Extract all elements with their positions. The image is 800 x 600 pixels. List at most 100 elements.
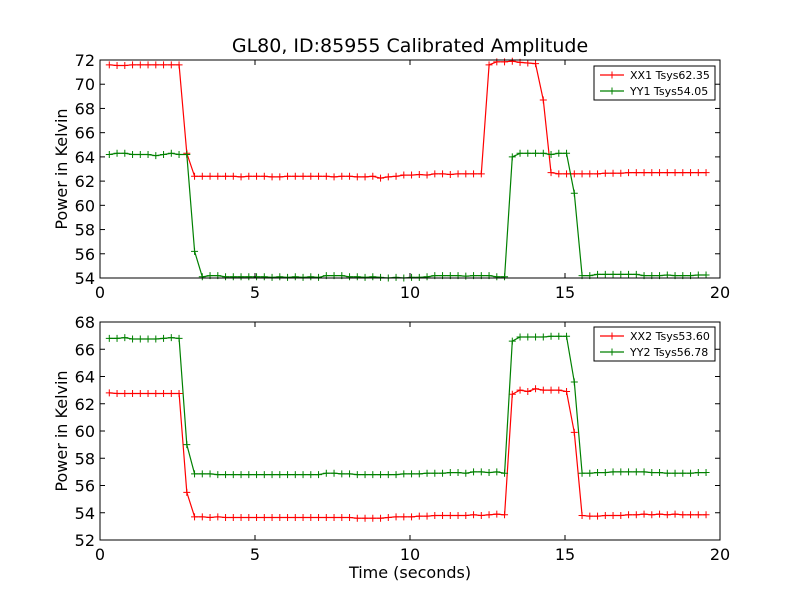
data-point bbox=[353, 471, 361, 479]
x-axis-label: Time (seconds) bbox=[348, 563, 471, 582]
legend-marker bbox=[608, 332, 616, 340]
data-point bbox=[392, 273, 400, 281]
data-point bbox=[516, 333, 524, 341]
data-point bbox=[617, 169, 625, 177]
data-point bbox=[384, 514, 392, 522]
data-point bbox=[408, 513, 416, 521]
data-point bbox=[377, 514, 385, 522]
legend-label: YY2 Tsys56.78 bbox=[629, 346, 708, 359]
data-point bbox=[501, 273, 509, 281]
data-point bbox=[284, 514, 292, 522]
data-point bbox=[462, 272, 470, 280]
data-point bbox=[609, 270, 617, 278]
data-point bbox=[152, 61, 160, 69]
data-point bbox=[369, 172, 377, 180]
data-point bbox=[524, 149, 532, 157]
data-point bbox=[601, 469, 609, 477]
data-point bbox=[253, 471, 261, 479]
data-point bbox=[183, 150, 191, 158]
data-point bbox=[423, 512, 431, 520]
data-point bbox=[160, 334, 168, 342]
y-tick-label: 68 bbox=[75, 99, 95, 118]
data-point bbox=[206, 172, 214, 180]
data-point bbox=[570, 428, 578, 436]
data-point bbox=[260, 273, 268, 281]
data-point bbox=[485, 469, 493, 477]
data-point bbox=[237, 273, 245, 281]
data-point bbox=[175, 150, 183, 158]
data-point bbox=[508, 390, 516, 398]
data-point bbox=[601, 270, 609, 278]
data-point bbox=[260, 514, 268, 522]
data-point bbox=[167, 149, 175, 157]
data-point bbox=[555, 170, 563, 178]
data-point bbox=[524, 333, 532, 341]
data-point bbox=[268, 273, 276, 281]
data-point bbox=[632, 468, 640, 476]
data-point bbox=[276, 514, 284, 522]
data-point bbox=[144, 61, 152, 69]
data-point bbox=[315, 172, 323, 180]
data-point bbox=[539, 96, 547, 104]
data-point bbox=[400, 470, 408, 478]
y-tick-label: 68 bbox=[75, 313, 95, 332]
data-point bbox=[663, 469, 671, 477]
y-tick-label: 64 bbox=[75, 368, 95, 387]
data-point bbox=[408, 470, 416, 478]
data-point bbox=[346, 273, 354, 281]
data-point bbox=[129, 150, 137, 158]
data-point bbox=[679, 469, 687, 477]
y-axis-label: Power in Kelvin bbox=[52, 370, 71, 491]
data-point bbox=[439, 469, 447, 477]
data-point bbox=[136, 335, 144, 343]
data-point bbox=[121, 334, 129, 342]
x-tick-label: 15 bbox=[555, 545, 575, 564]
data-point bbox=[291, 172, 299, 180]
data-point bbox=[346, 470, 354, 478]
y-tick-label: 56 bbox=[75, 245, 95, 264]
data-point bbox=[423, 171, 431, 179]
data-point bbox=[439, 511, 447, 519]
data-point bbox=[284, 172, 292, 180]
data-point bbox=[346, 514, 354, 522]
data-point bbox=[206, 470, 214, 478]
data-point bbox=[105, 150, 113, 158]
data-point bbox=[152, 335, 160, 343]
data-point bbox=[532, 149, 540, 157]
data-point bbox=[191, 247, 199, 255]
data-point bbox=[353, 514, 361, 522]
data-point bbox=[431, 511, 439, 519]
data-point bbox=[446, 170, 454, 178]
data-point bbox=[167, 61, 175, 69]
legend: XX1 Tsys62.35 YY1 Tsys54.05 bbox=[593, 65, 716, 101]
data-point bbox=[408, 273, 416, 281]
data-point bbox=[555, 386, 563, 394]
data-point bbox=[152, 390, 160, 398]
data-point bbox=[702, 271, 710, 279]
data-point bbox=[470, 170, 478, 178]
legend-label: XX2 Tsys53.60 bbox=[630, 330, 710, 343]
data-point bbox=[237, 514, 245, 522]
data-point bbox=[508, 153, 516, 161]
data-point bbox=[113, 61, 121, 69]
data-point bbox=[586, 469, 594, 477]
data-point bbox=[625, 511, 633, 519]
y-tick-label: 54 bbox=[75, 504, 95, 523]
data-point bbox=[687, 469, 695, 477]
data-point bbox=[129, 390, 137, 398]
data-point bbox=[198, 273, 206, 281]
series-1-group bbox=[105, 385, 710, 522]
data-point bbox=[702, 169, 710, 177]
y-tick-label: 58 bbox=[75, 221, 95, 240]
data-point bbox=[648, 511, 656, 519]
legend: XX2 Tsys53.60 YY2 Tsys56.78 bbox=[593, 326, 716, 362]
data-point bbox=[113, 149, 121, 157]
data-point bbox=[284, 471, 292, 479]
data-point bbox=[663, 169, 671, 177]
chart-title: GL80, ID:85955 Calibrated Amplitude bbox=[232, 35, 588, 57]
data-point bbox=[338, 172, 346, 180]
legend-label: XX1 Tsys62.35 bbox=[630, 69, 710, 82]
data-point bbox=[539, 333, 547, 341]
data-point bbox=[377, 273, 385, 281]
data-point bbox=[167, 390, 175, 398]
